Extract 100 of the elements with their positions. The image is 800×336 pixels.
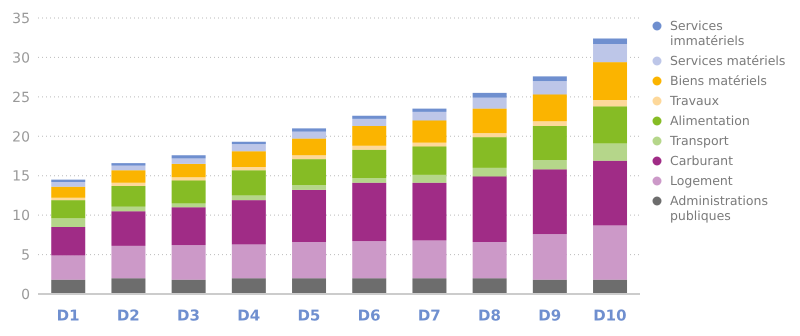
bar (472, 242, 507, 278)
y-tick-label: 35 (12, 10, 30, 27)
bar (593, 160, 628, 226)
legend-label: Logement (670, 173, 733, 188)
bar (172, 203, 206, 208)
bar (292, 132, 326, 139)
bar (412, 278, 446, 294)
bar (593, 44, 628, 62)
bar (172, 177, 206, 180)
bar (111, 246, 146, 278)
bar (292, 278, 326, 294)
bar (111, 211, 146, 246)
bar (352, 182, 386, 242)
bar (111, 165, 146, 170)
bar (292, 242, 326, 278)
bar (472, 168, 507, 177)
bar (292, 190, 326, 242)
bar (532, 81, 567, 94)
x-tick-label: D3 (177, 306, 200, 325)
bar (532, 126, 567, 160)
bar (412, 240, 446, 278)
bar (111, 206, 146, 212)
legend-label: Biens matériels (670, 73, 767, 88)
bar (412, 120, 446, 143)
bar (412, 174, 446, 183)
y-tick-label: 25 (12, 90, 30, 106)
bar (232, 200, 266, 244)
bar (292, 138, 326, 156)
bar (593, 280, 628, 294)
x-tick-label: D10 (593, 306, 627, 325)
bar (472, 98, 507, 109)
bar (593, 225, 628, 280)
y-tick-label: 20 (12, 129, 30, 146)
bar (111, 278, 146, 294)
bar (593, 143, 628, 161)
bar (111, 186, 146, 206)
legend-label: Travaux (670, 93, 719, 108)
bar (51, 180, 86, 182)
bar (352, 150, 386, 178)
bar (352, 241, 386, 278)
bar (412, 146, 446, 175)
bar (352, 146, 386, 150)
bar (593, 62, 628, 100)
bar (172, 158, 206, 164)
x-tick-label: D5 (297, 306, 320, 325)
bar (232, 170, 266, 196)
bar (51, 186, 86, 198)
bar (412, 182, 446, 240)
bar (232, 144, 266, 152)
bar (172, 207, 206, 246)
y-tick-label: 0 (21, 286, 30, 303)
bar (232, 278, 266, 294)
bar (292, 155, 326, 160)
bar (412, 142, 446, 147)
bar (111, 182, 146, 186)
x-tick-label: D9 (538, 306, 562, 325)
legend-label: Carburant (670, 153, 734, 168)
y-tick-label: 10 (12, 208, 30, 224)
bar (532, 94, 567, 122)
bar (172, 245, 206, 280)
bar (172, 280, 206, 294)
x-tick-label: D2 (116, 306, 140, 325)
bar (232, 167, 266, 170)
x-tick-label: D4 (237, 306, 260, 325)
bar (51, 280, 86, 294)
x-tick-label: D7 (418, 306, 441, 325)
bar (532, 280, 567, 294)
bar (232, 244, 266, 278)
bar (292, 159, 326, 186)
y-tick-label: 5 (21, 248, 30, 264)
bar (472, 137, 507, 168)
y-tick-label: 15 (12, 168, 30, 185)
bar (593, 100, 628, 106)
legend-label: Administrations publiques (670, 193, 769, 223)
bar (532, 121, 567, 126)
bar (172, 164, 206, 178)
bar (232, 195, 266, 200)
bar (292, 128, 326, 132)
bar (593, 38, 628, 44)
y-tick-label: 30 (12, 50, 30, 66)
bar (172, 155, 206, 158)
bar (111, 170, 146, 183)
legend-label: Services matériels (670, 53, 786, 68)
bar (172, 180, 206, 204)
x-tick-label: D1 (56, 306, 80, 325)
bar (51, 200, 86, 218)
bar (352, 118, 386, 126)
legend-label: Transport (670, 133, 729, 148)
bar (472, 133, 507, 138)
bar (352, 126, 386, 146)
bar (472, 92, 507, 98)
bar (232, 151, 266, 168)
bar (352, 178, 386, 183)
bar (472, 278, 507, 294)
bar (532, 234, 567, 280)
bar (51, 182, 86, 187)
bar (352, 278, 386, 294)
bar (532, 76, 567, 82)
legend-label: Services immatériels (670, 18, 746, 48)
x-tick-label: D8 (478, 306, 501, 325)
